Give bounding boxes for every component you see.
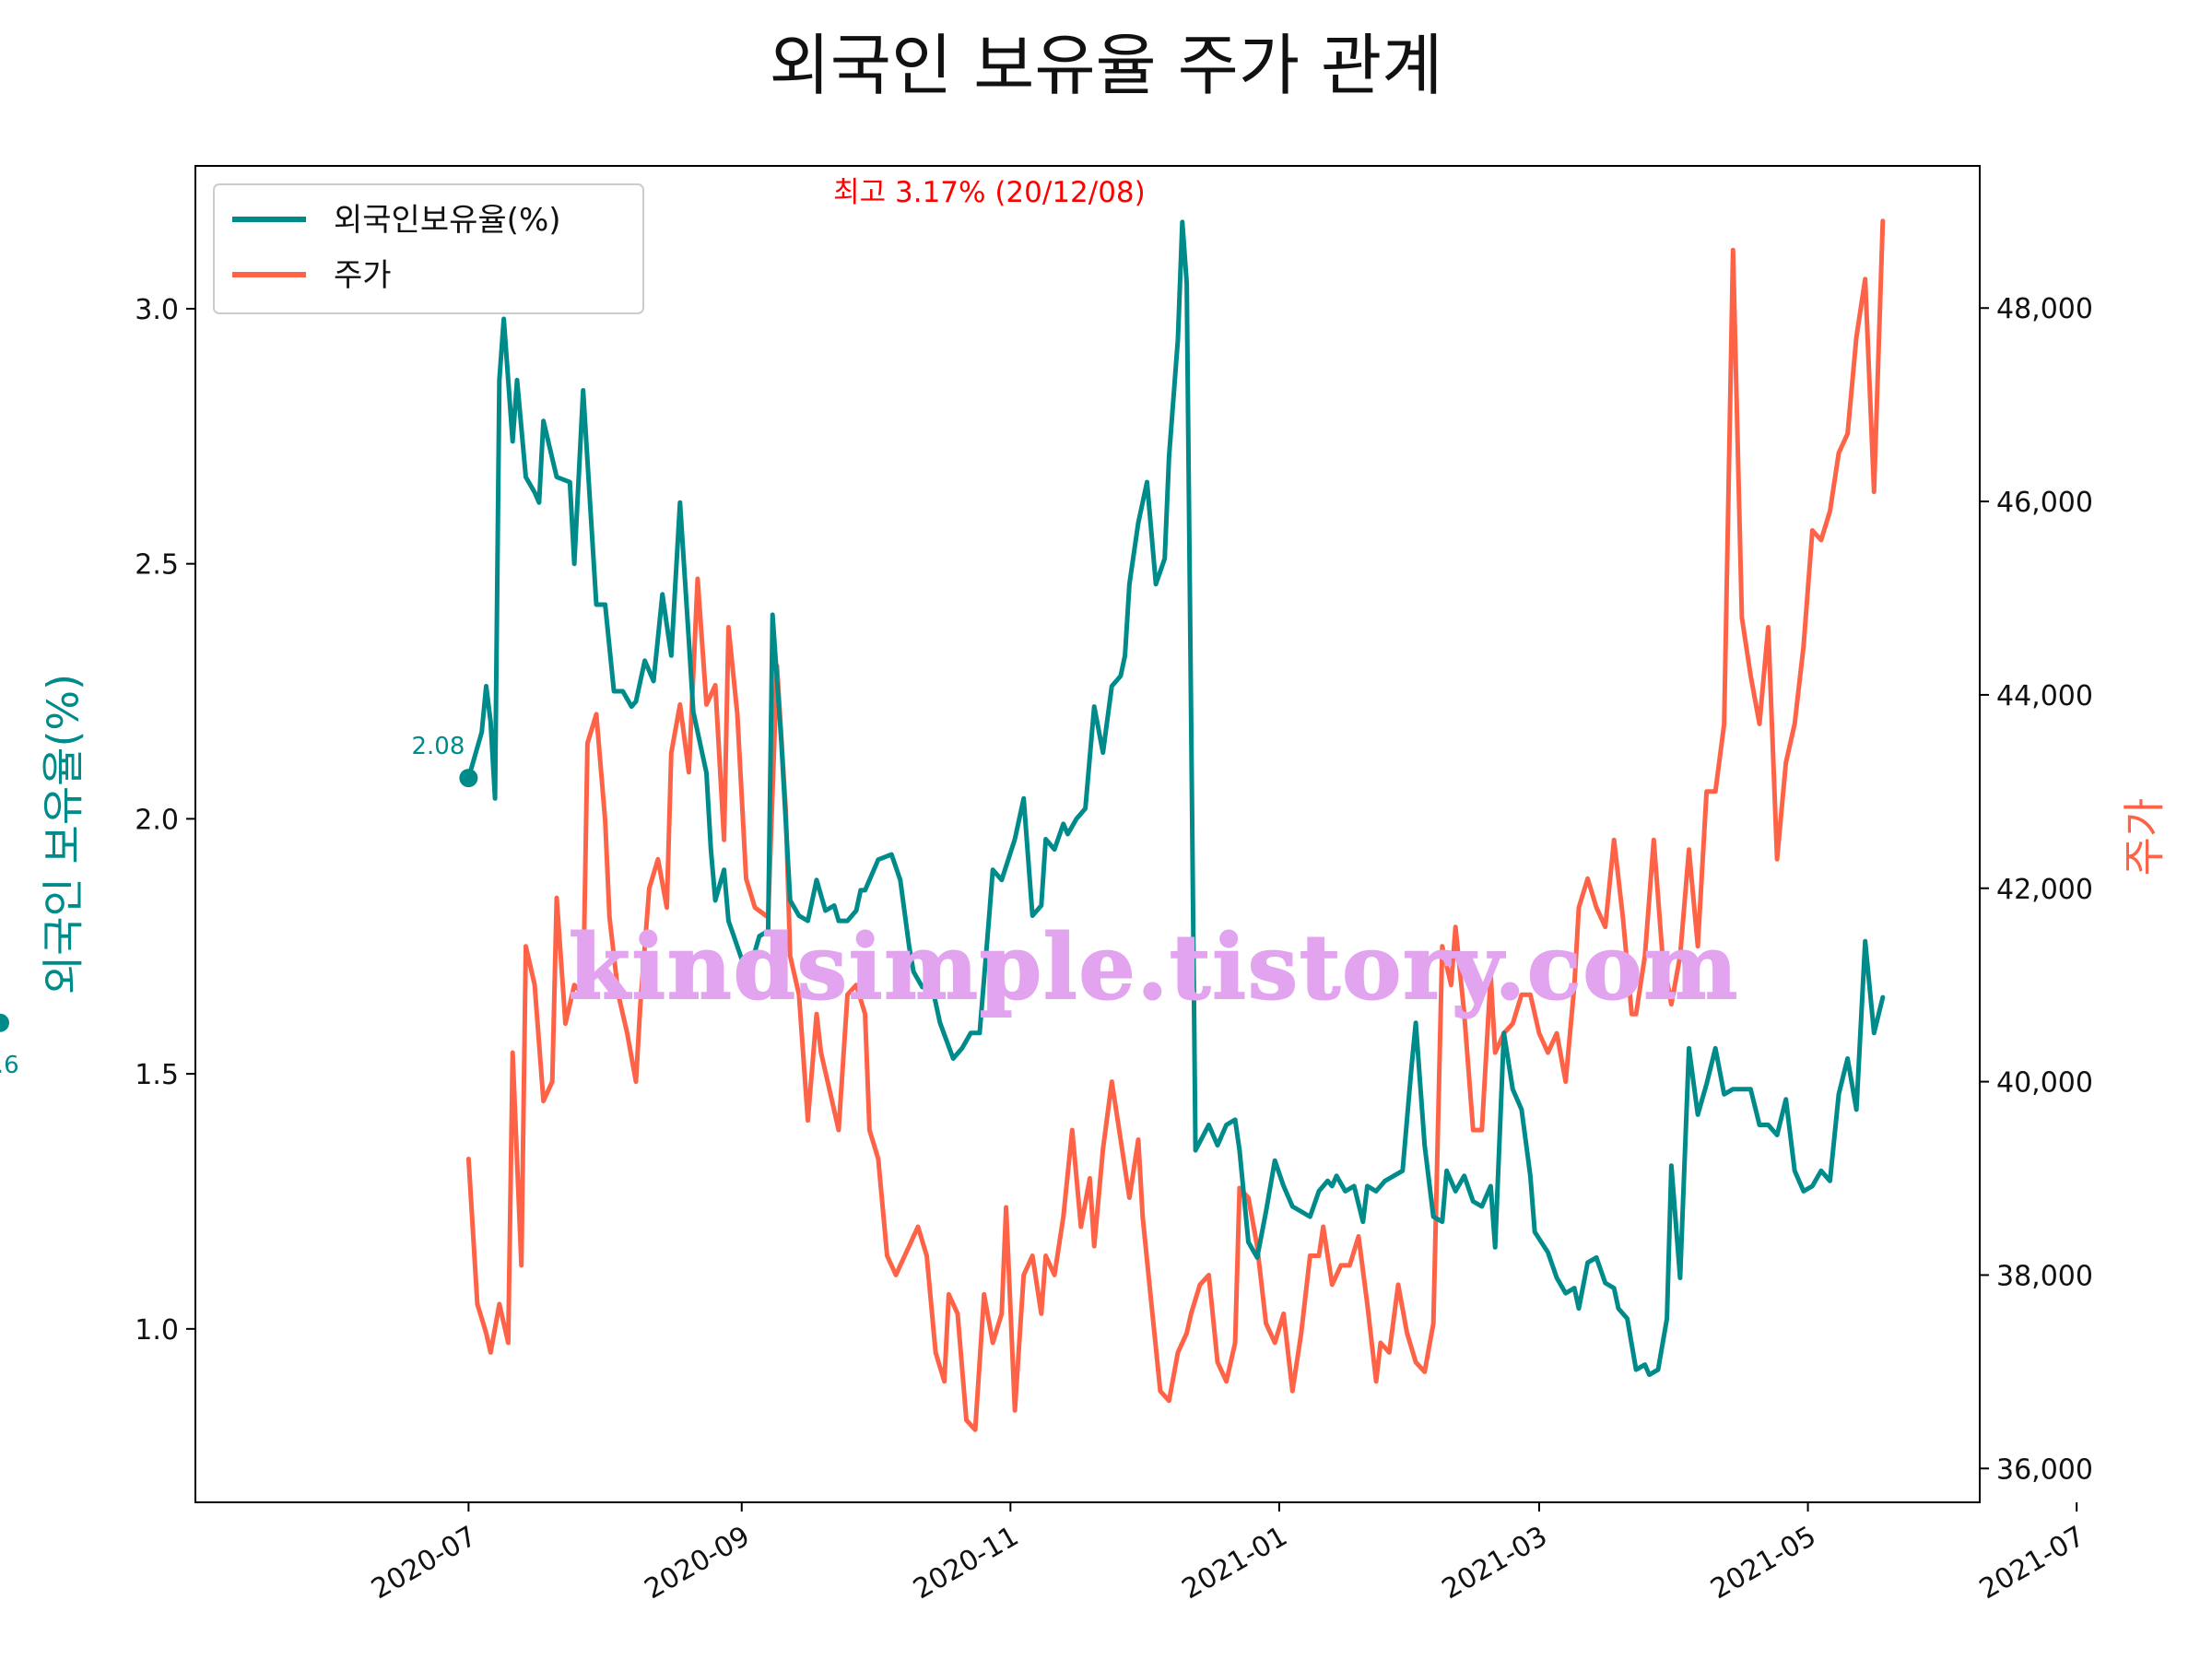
series-layer	[0, 218, 1886, 1432]
legend: 외국인보유율(%) 주가	[213, 183, 644, 314]
y-right-tick-label: 44,000	[1996, 680, 2093, 712]
x-tick-label: 2021-01	[1177, 1520, 1293, 1606]
axes: 2020-07 2020-09 2020-11 2021-01 2021-03 2021-…	[39, 165, 2170, 1606]
y-right-axis-label: 주가	[2120, 798, 2170, 877]
x-tick-label: 2020-09	[639, 1520, 755, 1606]
legend-item-foreign-ratio: 외국인보유율(%)	[232, 202, 561, 239]
plot-frame	[194, 165, 1981, 1503]
y-right-tick-label: 48,000	[1996, 293, 2093, 325]
x-tick-label: 2020-07	[366, 1520, 482, 1606]
start-value-label: 2.08	[411, 733, 465, 760]
series-line-foreign-ratio	[465, 219, 1886, 1378]
x-tick-label: 2020-11	[908, 1520, 1024, 1606]
y-right-tick-label: 42,000	[1996, 874, 2093, 906]
start-point-marker	[459, 769, 478, 788]
y-left-tick-label: 1.0	[135, 1314, 179, 1347]
y-left-tick-label: 2.0	[135, 804, 179, 836]
series-line-price	[465, 218, 1886, 1432]
y-right-tick-label: 40,000	[1996, 1067, 2093, 1100]
y-left-axis-label: 외국인 보유율(%)	[39, 674, 88, 994]
x-tick-label: 2021-05	[1705, 1520, 1821, 1606]
y-left-tick-label: 3.0	[135, 294, 179, 326]
legend-label: 주가	[334, 257, 392, 294]
y-right-tick-label: 38,000	[1996, 1260, 2093, 1292]
y-right-tick-label: 46,000	[1996, 487, 2093, 519]
watermark-text: kindsimple.tistory.com	[569, 915, 1739, 1019]
legend-box	[213, 183, 644, 314]
chart-title: 외국인 보유율 주가 관계	[769, 27, 1442, 104]
y-left-tick-label: 2.5	[135, 549, 179, 582]
end-value-label: 1.6	[0, 1052, 19, 1079]
y-left-tick-label: 1.5	[135, 1059, 179, 1091]
legend-item-price: 주가	[232, 257, 392, 294]
x-tick-label: 2021-03	[1437, 1520, 1553, 1606]
end-point-marker	[0, 1013, 9, 1032]
y-right-tick-label: 36,000	[1996, 1453, 2093, 1486]
legend-label: 외국인보유율(%)	[334, 202, 561, 239]
annotations: 2.081.6최고 3.17% (20/12/08)최저 0.79% (21/0…	[0, 176, 1146, 1079]
max-annotation: 최고 3.17% (20/12/08)	[833, 176, 1146, 209]
x-tick-label: 2021-07	[1974, 1520, 2090, 1606]
